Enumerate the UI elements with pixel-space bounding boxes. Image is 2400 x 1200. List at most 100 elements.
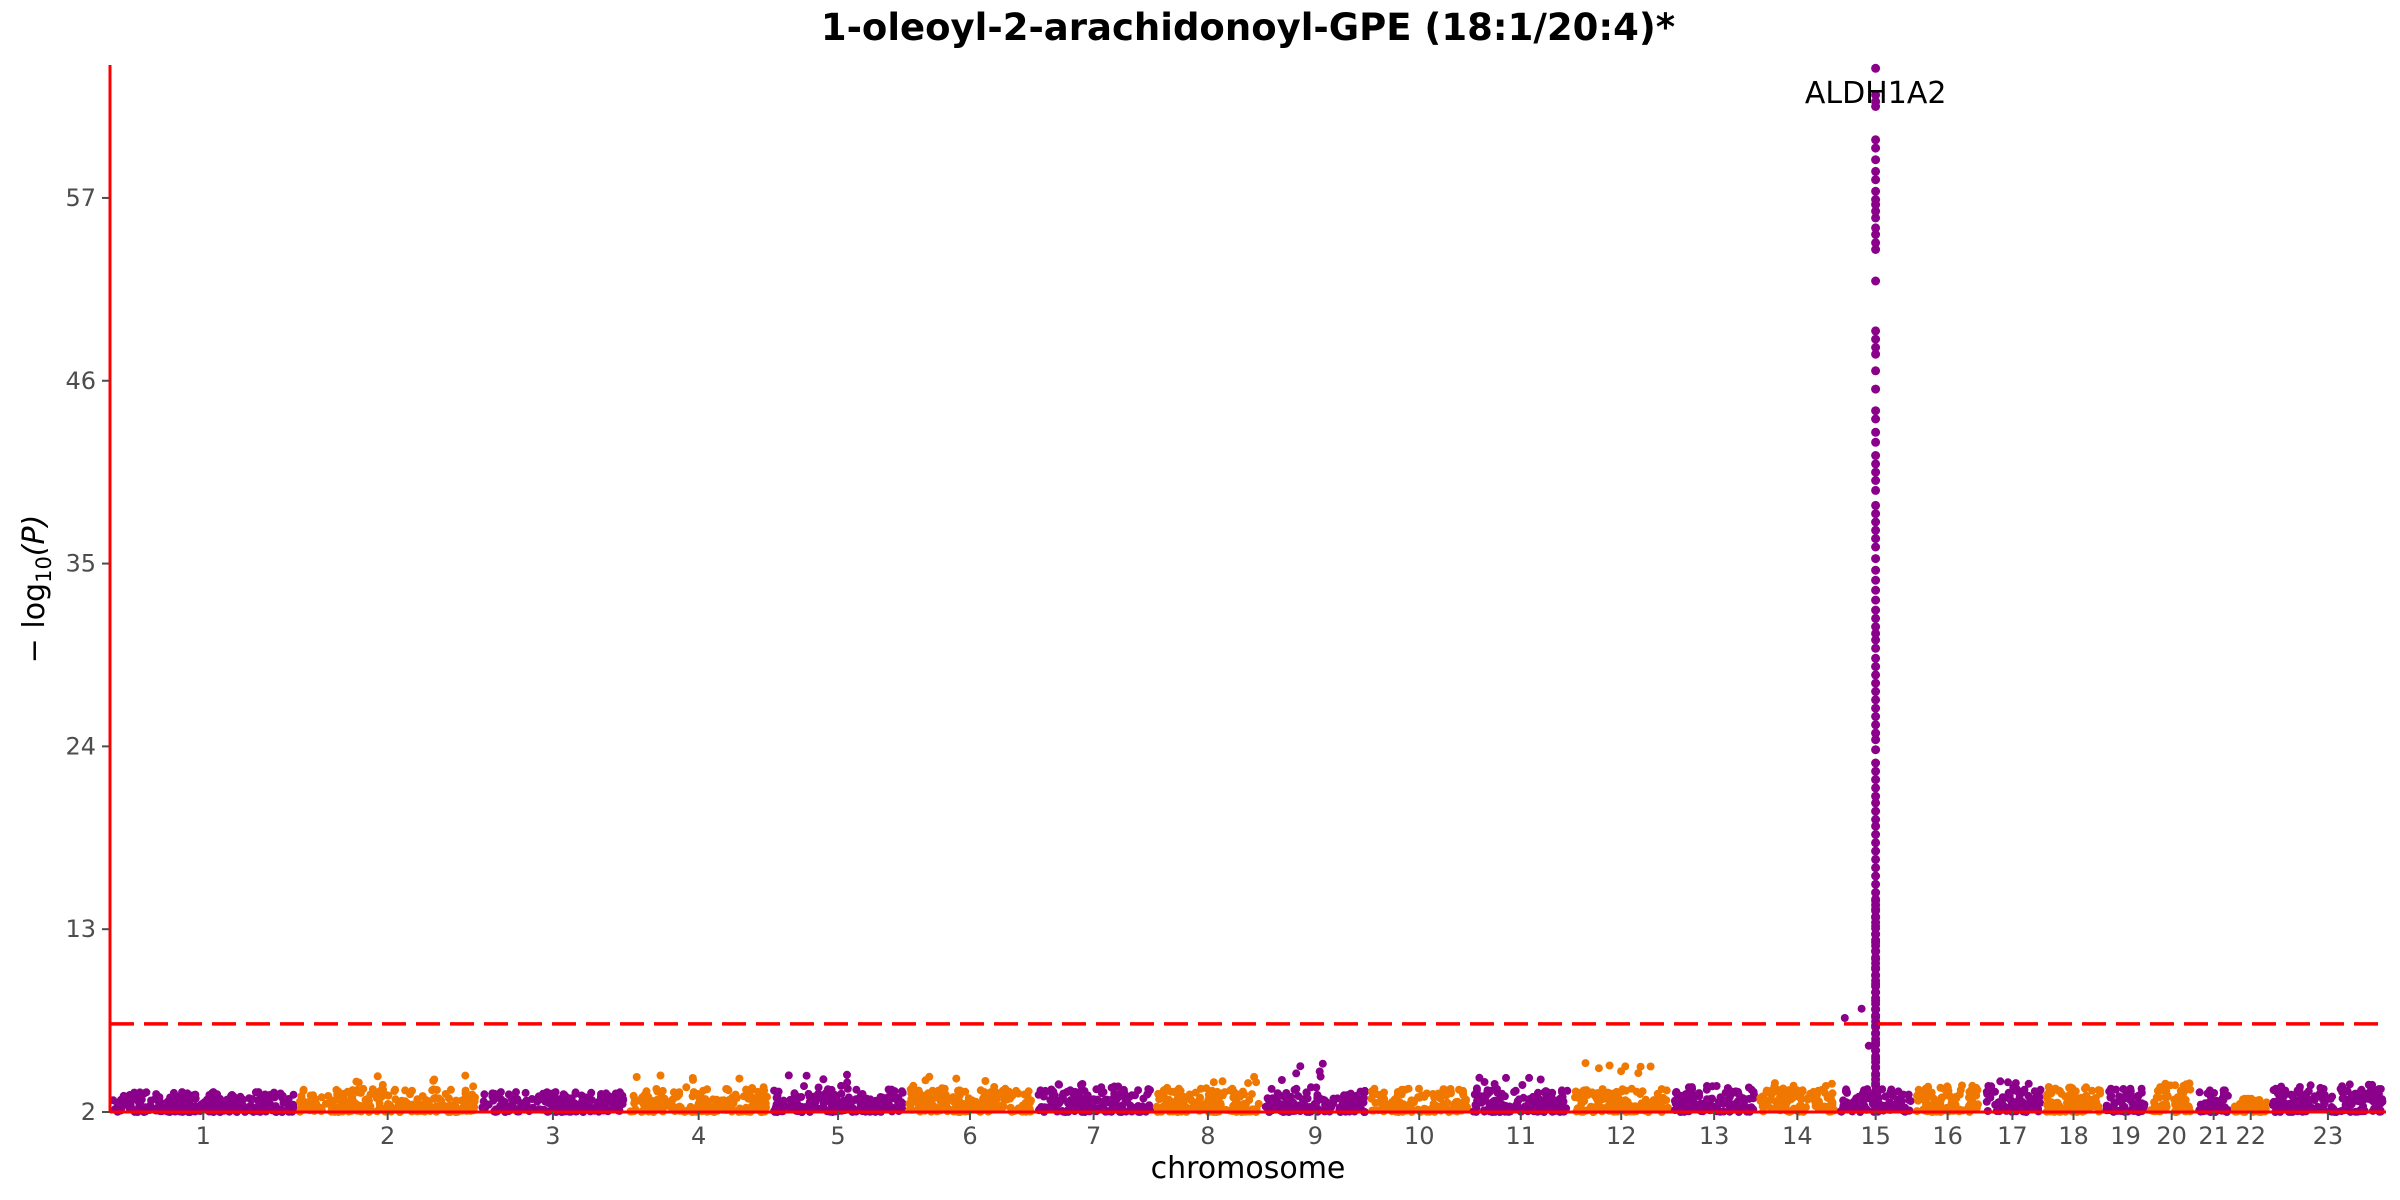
snp-point [1020, 1102, 1028, 1111]
snp-point [2088, 1086, 2097, 1095]
peak-snp-point [1871, 476, 1881, 485]
snp-point [2374, 1085, 2383, 1094]
snp-point [1502, 1073, 1510, 1082]
snp-point [209, 1088, 218, 1097]
x-tick-label: 7 [1086, 1122, 1101, 1150]
snp-point [1594, 1104, 1603, 1112]
snp-point [2207, 1099, 2216, 1108]
snp-point [1914, 1085, 1923, 1094]
peak-snp-point [1871, 605, 1881, 615]
snp-points [109, 1004, 2387, 1116]
snp-point [1984, 1082, 1993, 1090]
snp-point [1083, 1101, 1092, 1109]
snp-point [2030, 1087, 2039, 1096]
x-axis-label: chromosome [1151, 1151, 1346, 1186]
snp-point [1958, 1081, 1966, 1090]
snp-point [1185, 1090, 1194, 1099]
snp-point [2277, 1082, 2286, 1091]
peak-snp-point [1871, 728, 1881, 738]
snp-point [601, 1093, 610, 1102]
y-tick-label: 57 [65, 184, 96, 212]
snp-point [828, 1095, 837, 1104]
snp-point [2195, 1088, 2204, 1097]
peak-snp-point [1871, 595, 1881, 605]
snp-point [362, 1095, 371, 1104]
x-tick-label: 14 [1782, 1122, 1813, 1150]
snp-point [1789, 1081, 1798, 1090]
snp-point [739, 1092, 748, 1101]
snp-point [1107, 1083, 1116, 1092]
snp-point [1266, 1103, 1275, 1112]
snp-point [1123, 1097, 1132, 1106]
snp-point [897, 1087, 906, 1096]
snp-point [2064, 1091, 2073, 1100]
x-tick-label: 2 [380, 1122, 395, 1150]
snp-point [1462, 1103, 1471, 1111]
snp-point [2053, 1098, 2062, 1107]
snp-point [1196, 1093, 1205, 1102]
snp-point [999, 1102, 1008, 1111]
snp-point [1477, 1098, 1486, 1107]
peak-snp-point [1871, 366, 1881, 376]
peak-snp-point [1871, 888, 1881, 898]
snp-point [483, 1100, 492, 1109]
snp-point [2004, 1078, 2012, 1087]
snp-point [2137, 1084, 2146, 1093]
snp-point [152, 1090, 161, 1099]
peak-snp-point [1871, 745, 1881, 755]
snp-point [1077, 1081, 1085, 1089]
snp-point [1392, 1100, 1401, 1109]
snp-point [1636, 1062, 1645, 1071]
snp-point [166, 1093, 175, 1102]
snp-point [1489, 1097, 1498, 1106]
snp-point [248, 1095, 257, 1104]
snp-point [1216, 1099, 1225, 1108]
snp-point [1850, 1097, 1858, 1106]
snp-point [166, 1099, 175, 1108]
snp-point [299, 1085, 308, 1094]
x-tick-label: 13 [1699, 1122, 1730, 1150]
snp-point [1638, 1087, 1647, 1096]
peak-snp-point [1871, 775, 1881, 785]
peak-snp-point [1871, 517, 1881, 527]
snp-point [754, 1087, 762, 1096]
snp-point [2043, 1094, 2052, 1103]
snp-point [1821, 1082, 1830, 1090]
snp-point [802, 1071, 811, 1080]
snp-point [239, 1095, 247, 1104]
snp-point [373, 1072, 382, 1081]
snp-point [1471, 1101, 1480, 1109]
snp-point [1063, 1087, 1072, 1096]
snp-point [656, 1071, 665, 1080]
snp-point [551, 1088, 560, 1097]
snp-point [1708, 1082, 1717, 1091]
snp-point [217, 1101, 226, 1110]
snp-point [1952, 1094, 1961, 1103]
snp-point [270, 1088, 278, 1097]
snp-point [1897, 1097, 1906, 1106]
peak-snp-point [1871, 585, 1881, 595]
snp-point [1207, 1098, 1216, 1107]
snp-point [936, 1097, 945, 1106]
snp-point [1254, 1099, 1263, 1108]
snp-point [1806, 1089, 1815, 1098]
snp-point [2356, 1086, 2365, 1095]
x-tick-label: 19 [2110, 1122, 2141, 1150]
snp-point [1452, 1098, 1461, 1106]
snp-point [1475, 1092, 1483, 1101]
snp-point [837, 1089, 846, 1098]
snp-point [1228, 1084, 1237, 1093]
snp-point [489, 1096, 498, 1105]
snp-point [2328, 1092, 2337, 1101]
snp-point [1766, 1104, 1775, 1113]
snp-point [1052, 1098, 1061, 1107]
snp-point [1922, 1100, 1931, 1109]
snp-point [1904, 1090, 1913, 1099]
snp-point [669, 1088, 678, 1097]
snp-point [2280, 1090, 2289, 1099]
snp-point [567, 1094, 576, 1103]
snp-point [384, 1091, 393, 1100]
snp-point [1749, 1090, 1758, 1099]
snp-point [800, 1082, 808, 1091]
snp-point [1110, 1098, 1119, 1107]
